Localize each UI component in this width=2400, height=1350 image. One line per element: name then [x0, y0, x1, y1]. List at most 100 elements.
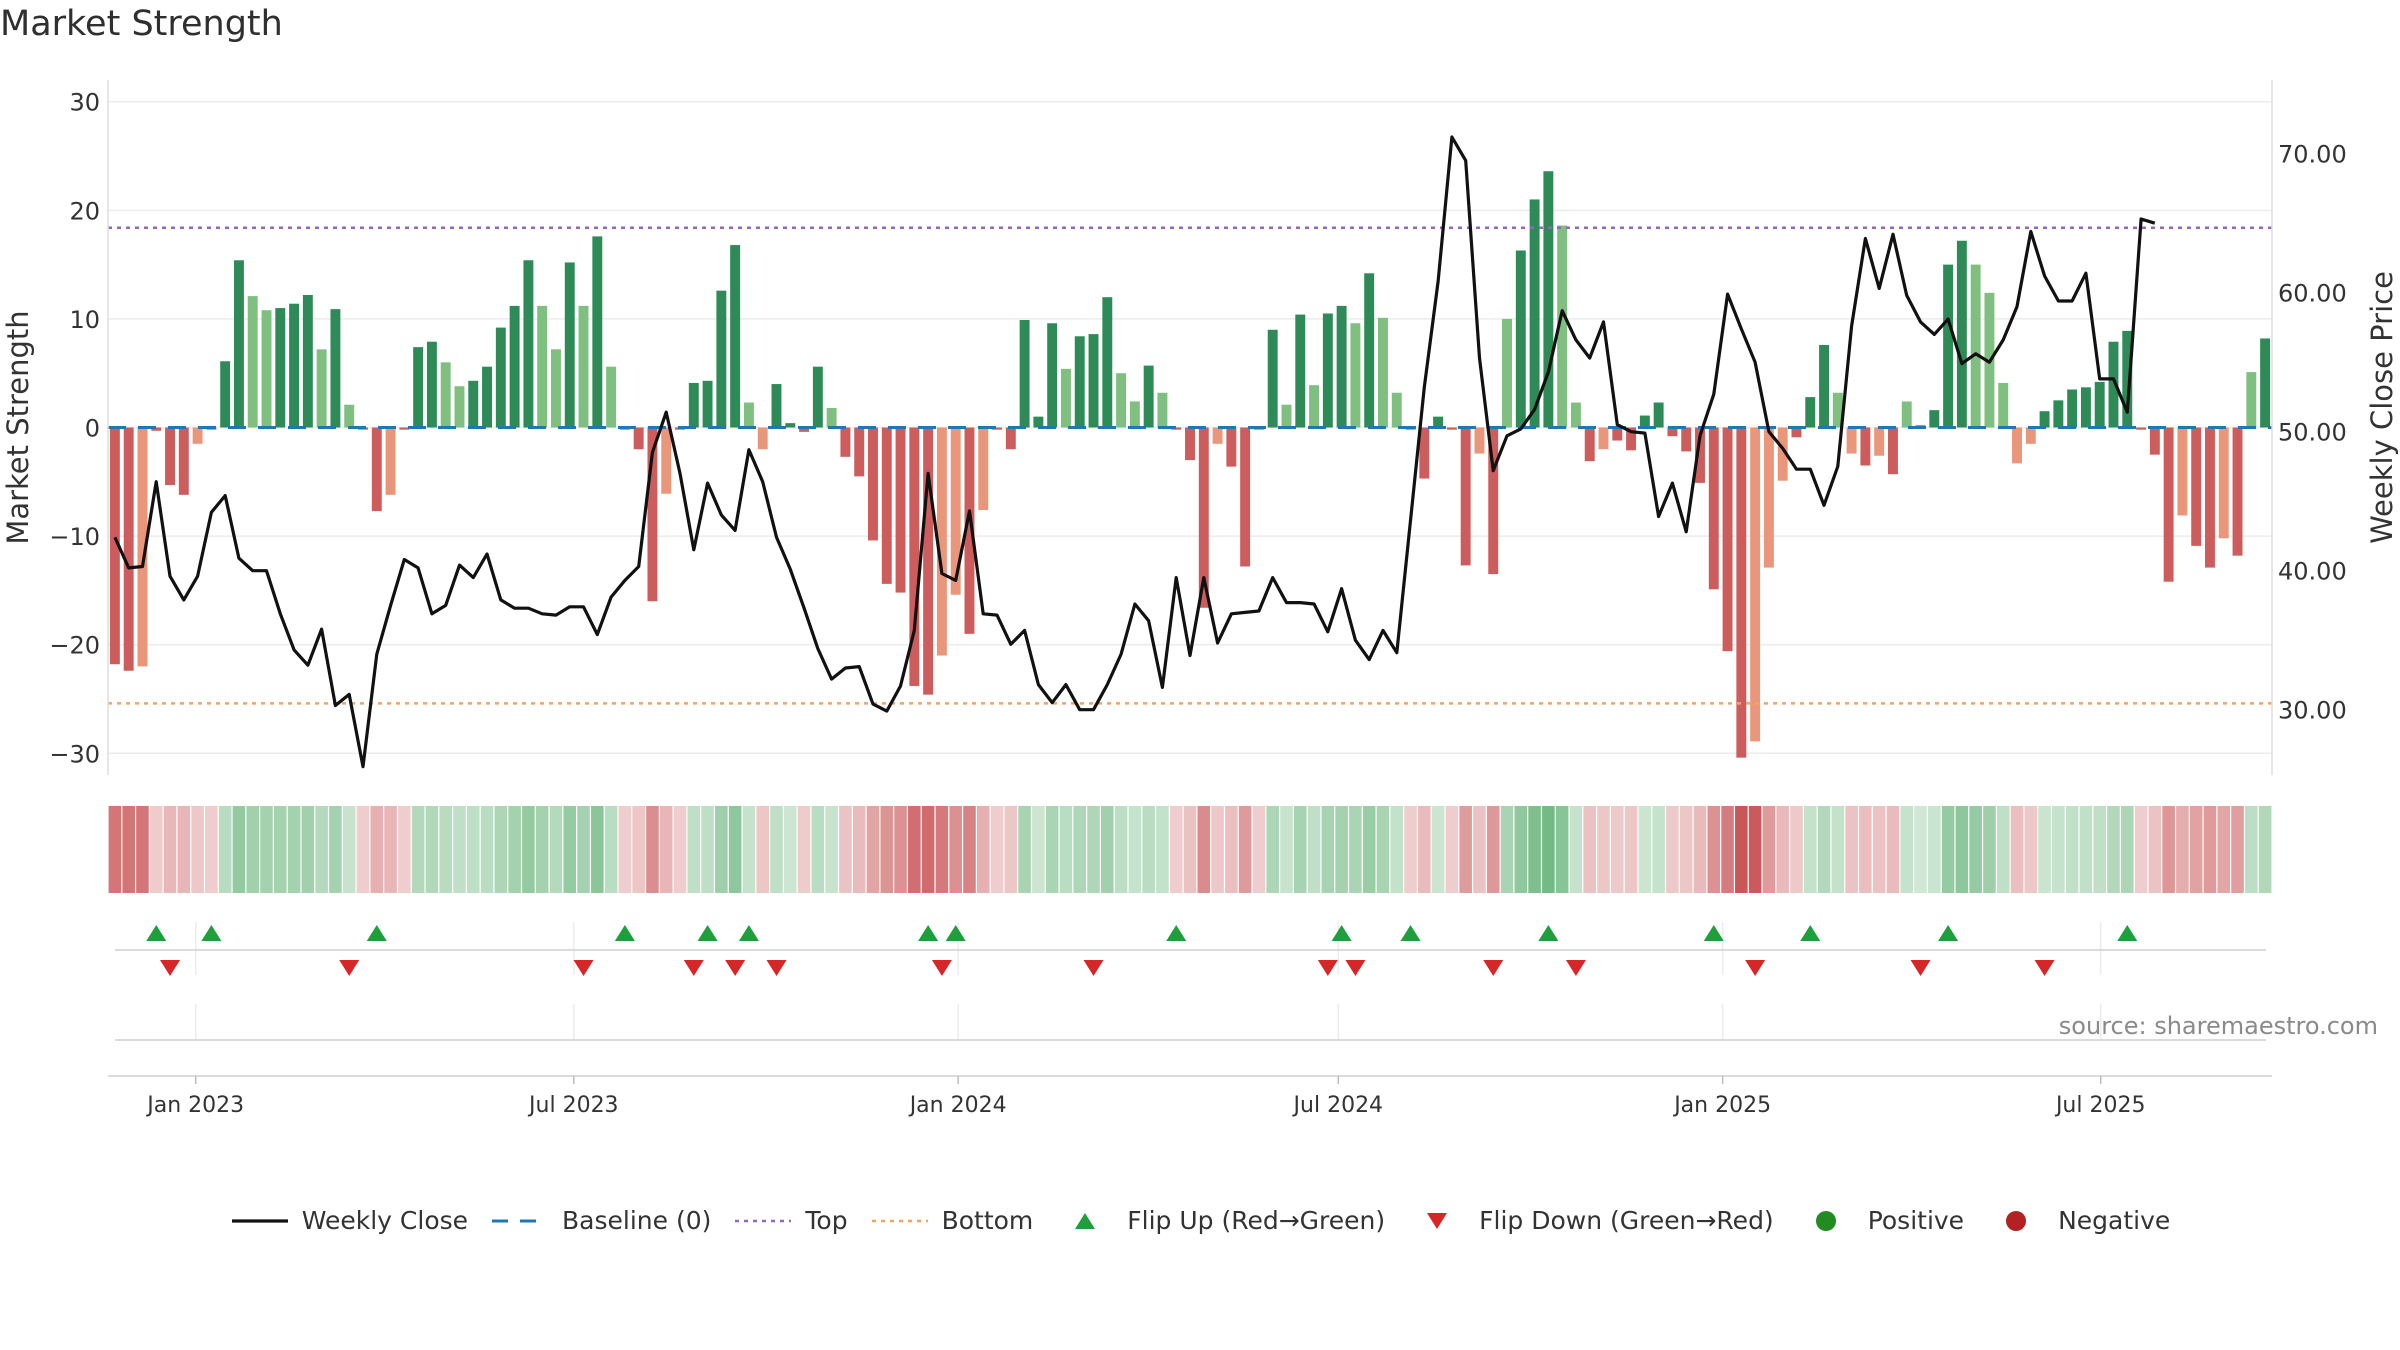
flip-up-marker	[738, 925, 759, 941]
strength-bar	[1419, 427, 1430, 479]
heat-cell	[1900, 806, 1914, 893]
strength-bar	[1956, 240, 1967, 428]
heat-cell	[990, 806, 1004, 893]
strength-bar	[468, 380, 479, 428]
heat-cell	[1652, 806, 1665, 893]
flip-down-marker	[766, 960, 787, 976]
strength-bar	[854, 427, 865, 477]
heat-cell	[1555, 806, 1569, 893]
heat-cell	[1776, 806, 1789, 893]
heat-cell	[797, 806, 811, 893]
heat-cell	[1459, 806, 1472, 893]
heat-cell	[370, 806, 384, 893]
heat-cell	[632, 806, 645, 893]
reference-lines	[108, 226, 2272, 705]
heat-cell	[1156, 806, 1169, 893]
strength-bar	[1681, 427, 1692, 452]
strength-bar	[578, 305, 589, 428]
heat-cell	[508, 806, 521, 893]
heat-cell	[715, 806, 728, 893]
chart-title: Market Strength	[0, 4, 283, 44]
strength-bar	[2205, 427, 2215, 568]
legend-swatch	[1427, 1212, 1448, 1229]
strength-bar	[1460, 427, 1471, 566]
strength-bar	[2012, 427, 2022, 464]
axes: −30 −20 −10 0 10 20 30 30.00 40.00 50.00 60.00 70.0…	[1, 80, 2399, 775]
y-tick-label: 0	[85, 415, 100, 443]
heat-cell	[894, 806, 907, 893]
heat-cell	[1004, 806, 1018, 893]
heat-cell	[439, 806, 452, 893]
heat-cell	[1238, 806, 1252, 893]
strength-bar	[1474, 427, 1485, 454]
heat-cell	[880, 806, 894, 893]
x-tick-label: Jan 2023	[145, 1093, 244, 1118]
heat-cell	[246, 806, 260, 893]
heat-cell	[398, 806, 411, 893]
legend-label: Flip Down (Green→Red)	[1479, 1206, 1774, 1235]
strength-bar	[1295, 314, 1306, 428]
legend-label: Weekly Close	[301, 1206, 469, 1235]
heat-cell	[1335, 806, 1348, 893]
heat-cell	[1114, 806, 1128, 893]
strength-bar	[371, 427, 382, 512]
heat-cell	[1321, 806, 1335, 893]
strength-bar	[2191, 427, 2202, 546]
heat-cell	[1817, 806, 1831, 893]
heat-cell	[976, 806, 990, 893]
strength-bar	[1846, 427, 1857, 454]
strength-bar	[633, 427, 644, 450]
strength-bar	[2177, 427, 2188, 516]
legend-label: Bottom	[941, 1206, 1034, 1235]
flip-down-marker	[683, 960, 704, 976]
heat-cell	[1293, 806, 1307, 893]
flip-down-marker	[1910, 960, 1931, 976]
strength-bar	[1185, 427, 1195, 461]
heat-cell	[1059, 806, 1073, 893]
strength-bar	[2108, 341, 2119, 428]
x-tick-label: Jul 2024	[1292, 1093, 1384, 1118]
flip-up-marker	[945, 925, 966, 941]
heat-cell	[618, 806, 632, 893]
strength-bar	[1102, 297, 1113, 428]
strength-bar	[2122, 330, 2133, 428]
legend-label: Positive	[1867, 1206, 1965, 1235]
legend-label: Top	[805, 1206, 848, 1235]
heat-cell	[1693, 806, 1707, 893]
strength-bar	[550, 349, 561, 428]
heat-cell	[205, 806, 218, 893]
strength-bar	[1791, 427, 1802, 438]
strength-bar	[592, 236, 603, 428]
y2-axis-title: Weekly Close Price	[2365, 271, 2399, 544]
strength-bar	[771, 384, 782, 428]
heat-cell	[466, 806, 480, 893]
legend-item-negative: Negative	[1986, 1206, 2170, 1235]
heat-cell	[1225, 806, 1238, 893]
strength-bar	[2039, 411, 2050, 428]
heat-cell	[1073, 806, 1087, 893]
strength-bar	[1667, 427, 1678, 437]
strength-bar	[1226, 427, 1237, 467]
strength-bar	[1887, 427, 1898, 475]
strength-bar	[495, 327, 506, 428]
flip-down-marker	[339, 960, 360, 976]
legend-label: Flip Up (Red→Green)	[1127, 1206, 1386, 1235]
flip-down-marker	[1083, 960, 1104, 976]
strength-bar	[1529, 199, 1540, 428]
heat-cell	[1941, 806, 1955, 893]
heat-cell	[2217, 806, 2231, 893]
heat-cell	[1597, 806, 1610, 893]
flip-up-marker	[1331, 925, 1352, 941]
flip-up-marker	[1400, 925, 1421, 941]
strength-bar	[1722, 427, 1733, 652]
strength-bars	[109, 171, 2271, 758]
heat-cell	[1624, 806, 1638, 893]
flip-up-marker	[1703, 925, 1724, 941]
gridlines	[108, 100, 2272, 1040]
weekly-close-line	[113, 135, 2156, 769]
strength-bar	[1805, 397, 1816, 428]
strength-bar	[1929, 410, 1940, 428]
heat-cell	[425, 806, 439, 893]
strength-bar	[1543, 171, 1554, 428]
